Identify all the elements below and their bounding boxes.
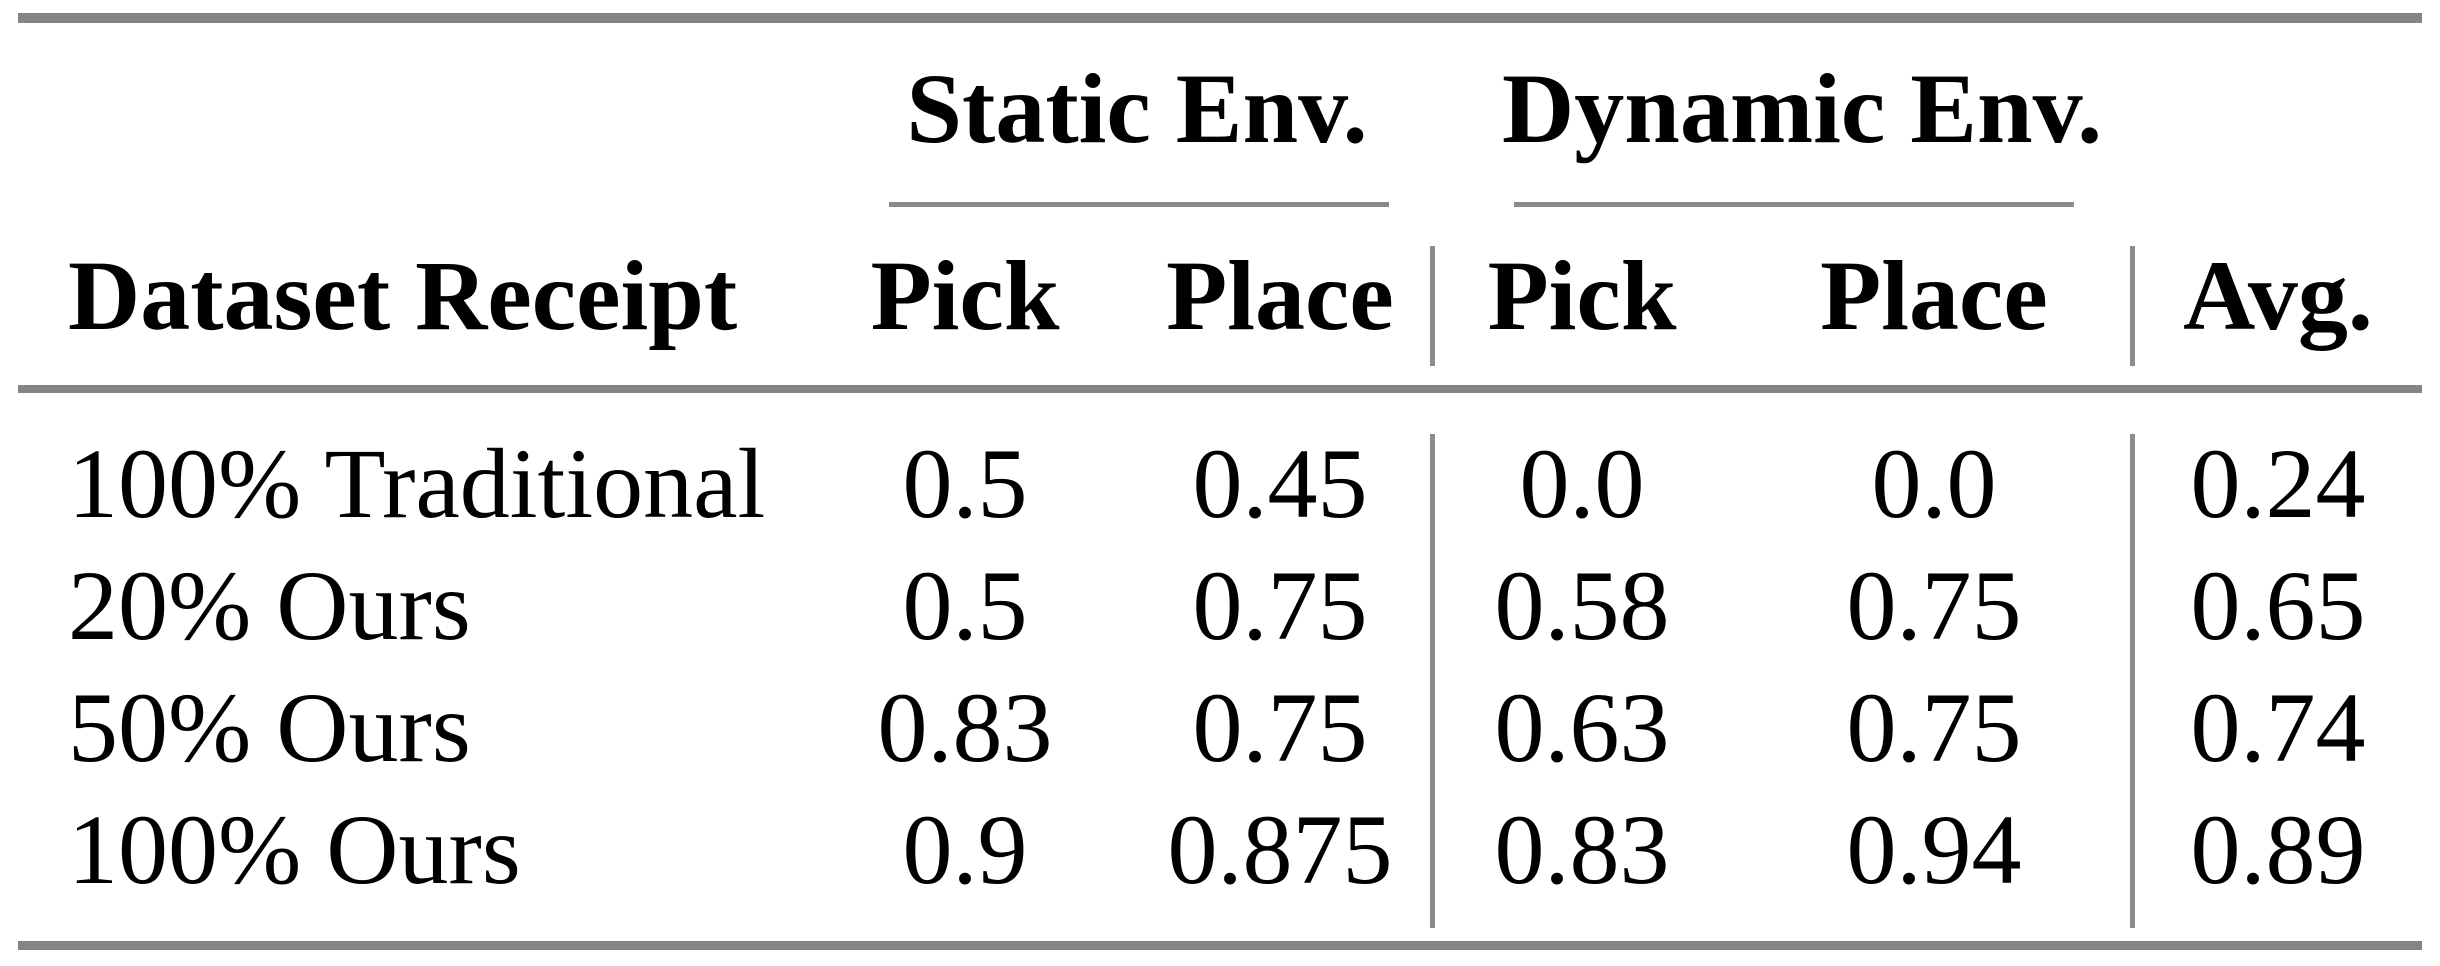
table-cell: 0.0 [1871, 428, 1997, 539]
table-cell: 0.875 [1167, 794, 1393, 905]
table-cell: 0.24 [2190, 428, 2366, 539]
table-cell: 100% Ours [68, 794, 521, 905]
table-cell: 20% Ours [68, 550, 471, 661]
mid-rule [18, 385, 2422, 393]
table-row: 20% Ours 0.5 0.75 0.58 0.75 0.65 [0, 545, 2440, 667]
vertical-separator-2-header [2130, 246, 2135, 366]
bottom-rule [18, 941, 2422, 950]
column-header-dynamic-pick: Pick [1487, 240, 1677, 351]
table-cell: 0.75 [1846, 550, 2022, 661]
table-cell: 0.65 [2190, 550, 2366, 661]
table-row: 50% Ours 0.83 0.75 0.63 0.75 0.74 [0, 667, 2440, 789]
group-header-static-env: Static Env. [906, 53, 1368, 164]
table-cell: 0.75 [1192, 550, 1368, 661]
cmidrule-static [889, 202, 1389, 207]
table-cell: 0.9 [902, 794, 1028, 905]
table-cell: 0.63 [1494, 672, 1670, 783]
table-cell: 0.83 [1494, 794, 1670, 905]
table-cell: 0.94 [1846, 794, 2022, 905]
cmidrule-dynamic [1514, 202, 2074, 207]
table-cell: 0.5 [902, 428, 1028, 539]
table-cell: 0.89 [2190, 794, 2366, 905]
top-rule [18, 13, 2422, 23]
table-row: 100% Traditional 0.5 0.45 0.0 0.0 0.24 [0, 423, 2440, 545]
table-cell: 0.74 [2190, 672, 2366, 783]
table-cell: 0.83 [877, 672, 1053, 783]
table-cell: 0.5 [902, 550, 1028, 661]
table-cell: 100% Traditional [68, 428, 766, 539]
table-row: 100% Ours 0.9 0.875 0.83 0.94 0.89 [0, 789, 2440, 911]
group-header-dynamic-env: Dynamic Env. [1502, 53, 2103, 164]
vertical-separator-1-body [1430, 434, 1435, 928]
table-cell: 0.45 [1192, 428, 1368, 539]
column-header-static-pick: Pick [870, 240, 1060, 351]
column-header-dynamic-place: Place [1820, 240, 2048, 351]
vertical-separator-1-header [1430, 246, 1435, 366]
table-cell: 0.75 [1846, 672, 2022, 783]
column-header-dataset-receipt: Dataset Receipt [68, 240, 738, 351]
table-cell: 50% Ours [68, 672, 471, 783]
table-cell: 0.58 [1494, 550, 1670, 661]
column-header-avg: Avg. [2183, 240, 2373, 351]
column-header-static-place: Place [1166, 240, 1394, 351]
table-cell: 0.75 [1192, 672, 1368, 783]
vertical-separator-2-body [2130, 434, 2135, 928]
table-cell: 0.0 [1519, 428, 1645, 539]
